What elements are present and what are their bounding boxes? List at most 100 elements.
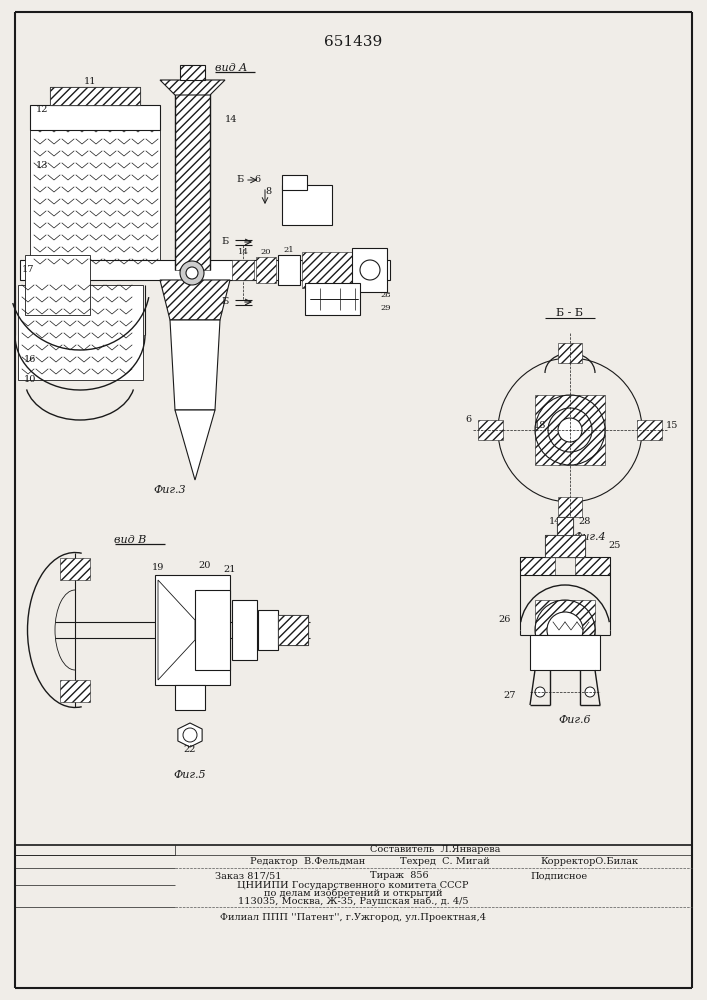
Bar	[155, 575, 230, 685]
Bar	[535, 600, 595, 660]
Text: ЦНИИПИ Государственного комитета СССР: ЦНИИПИ Государственного комитета СССР	[238, 880, 469, 890]
Circle shape	[180, 261, 204, 285]
Circle shape	[360, 260, 380, 280]
Text: Б - Б: Б - Б	[556, 308, 583, 318]
Text: 27: 27	[504, 690, 516, 700]
Text: 12: 12	[36, 105, 48, 114]
Bar	[195, 590, 230, 670]
Polygon shape	[25, 255, 90, 315]
Bar	[278, 615, 308, 645]
Text: Б: Б	[236, 176, 244, 184]
Bar	[30, 105, 160, 130]
Text: 28: 28	[380, 291, 391, 299]
Bar	[520, 557, 555, 575]
Text: Фиг.3: Фиг.3	[153, 485, 187, 495]
Bar	[175, 685, 205, 710]
Bar	[278, 255, 300, 285]
Text: Б: Б	[221, 298, 228, 306]
Text: по делам изобретений и открытий: по делам изобретений и открытий	[264, 888, 443, 898]
Bar	[180, 65, 205, 80]
Text: 17: 17	[22, 265, 35, 274]
Text: Фиг.4: Фиг.4	[573, 532, 607, 542]
Text: 21: 21	[223, 566, 236, 574]
Bar	[175, 80, 210, 270]
Text: Подписное: Подписное	[530, 871, 587, 880]
Polygon shape	[158, 580, 195, 680]
Polygon shape	[160, 80, 225, 95]
Bar	[478, 420, 503, 440]
Text: 18: 18	[534, 420, 547, 430]
Text: 15: 15	[370, 250, 382, 259]
Text: 19: 19	[152, 564, 164, 572]
Bar	[557, 517, 573, 535]
Text: 13: 13	[36, 160, 48, 169]
Bar	[352, 248, 387, 292]
Text: 14: 14	[549, 518, 561, 526]
Bar	[282, 175, 307, 190]
Text: Фиг.6: Фиг.6	[559, 715, 591, 725]
Circle shape	[547, 612, 583, 648]
Text: 20: 20	[261, 248, 271, 256]
Text: вид B: вид B	[114, 535, 146, 545]
Text: 651439: 651439	[324, 35, 382, 49]
Bar	[258, 610, 278, 650]
Bar	[558, 497, 582, 517]
Text: вид A: вид A	[215, 63, 247, 73]
Text: 21: 21	[284, 246, 294, 254]
Text: 22: 22	[184, 746, 197, 754]
Text: 15: 15	[666, 420, 678, 430]
Circle shape	[183, 728, 197, 742]
Bar	[232, 600, 257, 660]
Circle shape	[585, 687, 595, 697]
Bar	[545, 535, 585, 557]
Text: 26: 26	[499, 615, 511, 624]
Text: Техред  С. Мигай: Техред С. Мигай	[400, 857, 490, 866]
Bar	[520, 557, 610, 575]
Polygon shape	[175, 410, 215, 480]
Text: 6: 6	[465, 416, 471, 424]
Text: 113035, Москва, Ж-35, Раушская наб., д. 4/5: 113035, Москва, Ж-35, Раушская наб., д. …	[238, 896, 468, 906]
Bar	[637, 420, 662, 440]
Bar	[278, 615, 308, 645]
Text: 20: 20	[199, 560, 211, 570]
Text: Составитель  Л.Январева: Составитель Л.Январева	[370, 846, 500, 854]
Text: 29: 29	[380, 304, 391, 312]
Bar	[558, 343, 582, 363]
Text: 16: 16	[24, 356, 36, 364]
Text: 6: 6	[254, 176, 260, 184]
Circle shape	[535, 687, 545, 697]
Bar	[232, 260, 254, 280]
Polygon shape	[178, 723, 202, 747]
Bar	[30, 130, 160, 270]
Text: 28: 28	[579, 518, 591, 526]
Bar	[60, 680, 90, 702]
Bar	[60, 558, 90, 580]
Bar	[545, 535, 585, 557]
Text: Б: Б	[221, 237, 228, 246]
Text: 14: 14	[238, 248, 248, 256]
Text: Редактор  В.Фельдман: Редактор В.Фельдман	[250, 857, 366, 866]
Bar	[557, 517, 573, 535]
Bar	[282, 185, 332, 225]
Bar	[50, 87, 140, 105]
Bar	[575, 557, 610, 575]
Text: 8: 8	[265, 188, 271, 196]
Bar	[530, 635, 600, 670]
Text: 10: 10	[24, 375, 36, 384]
Bar	[256, 257, 276, 283]
Text: Фиг.5: Фиг.5	[174, 770, 206, 780]
Bar	[50, 87, 140, 105]
Circle shape	[558, 418, 582, 442]
Bar	[302, 252, 352, 288]
Polygon shape	[160, 280, 230, 320]
Bar	[535, 395, 605, 465]
Polygon shape	[170, 320, 220, 410]
Text: Филиал ППП ''Патент'', г.Ужгород, ул.Проектная,4: Филиал ППП ''Патент'', г.Ужгород, ул.Про…	[220, 912, 486, 922]
Text: 25: 25	[609, 540, 621, 550]
Text: Тираж  856: Тираж 856	[370, 871, 428, 880]
Text: КорректорО.Билак: КорректорО.Билак	[540, 857, 638, 866]
Text: Заказ 817/51: Заказ 817/51	[215, 871, 281, 880]
Bar	[305, 283, 360, 315]
Circle shape	[186, 267, 198, 279]
Bar	[20, 260, 390, 280]
